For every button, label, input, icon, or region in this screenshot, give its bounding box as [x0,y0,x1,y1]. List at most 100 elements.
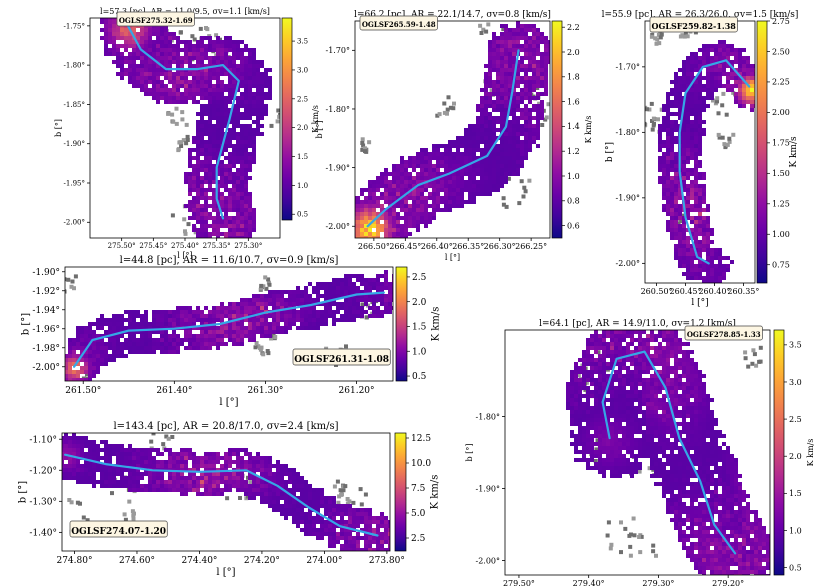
emission-pixel [532,84,536,88]
emission-pixel [380,184,384,188]
emission-pixel [172,84,176,88]
emission-pixel [184,306,188,310]
emission-pixel [452,144,456,148]
emission-pixel [658,156,662,160]
emission-pixel [112,468,116,472]
emission-pixel [192,212,196,216]
emission-pixel [204,148,208,152]
emission-pixel [196,484,200,488]
emission-pixel [682,148,686,152]
emission-pixel [144,350,148,354]
emission-pixel [496,152,500,156]
emission-pixel [276,290,280,294]
emission-pixel [324,286,328,290]
emission-pixel [484,124,488,128]
emission-pixel [228,196,232,200]
emission-pixel [172,338,176,342]
emission-pixel [216,148,220,152]
emission-pixel [172,318,176,322]
emission-pixel [132,342,136,346]
emission-pixel [212,452,216,456]
emission-pixel [112,346,116,350]
emission-pixel [236,140,240,144]
emission-pixel [248,68,252,72]
emission-pixel [738,72,742,76]
emission-pixel [136,80,140,84]
emission-pixel [252,228,256,232]
emission-pixel [508,112,512,116]
emission-pixel [216,334,220,338]
emission-pixel [212,220,216,224]
emission-pixel [244,228,248,232]
emission-pixel [232,44,236,48]
emission-pixel [244,236,248,238]
emission-pixel [100,28,104,32]
emission-pixel [252,484,256,488]
emission-pixel [248,112,252,116]
emission-pixel [504,72,508,76]
emission-pixel [380,172,384,176]
emission-pixel [674,92,678,96]
emission-pixel [320,294,324,298]
emission-pixel [674,80,678,84]
emission-pixel [188,156,192,160]
emission-pixel [216,330,220,334]
emission-pixel [500,148,504,152]
emission-pixel [196,346,200,350]
emission-pixel [714,276,718,280]
emission-pixel [436,192,440,196]
emission-pixel [80,358,84,362]
emission-pixel [148,36,152,40]
emission-pixel [324,298,328,302]
emission-pixel [408,212,412,216]
emission-pixel [524,116,528,120]
emission-pixel [248,322,252,326]
emission-pixel [108,456,112,460]
emission-pixel [536,104,540,108]
filament-spine [366,49,520,228]
emission-pixel [384,298,388,302]
emission-pixel [520,48,524,52]
emission-pixel [400,156,404,160]
emission-pixel [132,350,136,354]
emission-pixel [682,132,686,136]
emission-pixel [260,76,264,80]
emission-pixel [260,492,264,496]
emission-pixel [208,196,212,200]
emission-pixel [72,464,76,468]
emission-pixel [524,124,528,128]
background-pixel [60,284,64,288]
emission-pixel [690,108,694,112]
emission-pixel [412,204,416,208]
emission-pixel [68,444,72,448]
emission-pixel [104,358,108,362]
emission-pixel [204,232,208,236]
emission-pixel [528,76,532,80]
emission-pixel [670,104,674,108]
emission-pixel [376,196,380,200]
emission-pixel [112,480,116,484]
emission-pixel [384,232,388,236]
emission-pixel [276,330,280,334]
emission-pixel [722,272,726,276]
emission-pixel [108,468,112,472]
emission-pixel [156,318,160,322]
emission-pixel [754,80,755,84]
emission-pixel [184,80,188,84]
emission-pixel [702,248,706,252]
emission-pixel [236,192,240,196]
emission-pixel [734,60,738,64]
emission-pixel [224,140,228,144]
background-pixel [489,88,494,93]
emission-pixel [128,460,132,464]
emission-pixel [694,204,698,208]
emission-pixel [212,148,216,152]
emission-pixel [384,172,388,176]
emission-pixel [492,36,496,40]
emission-pixel [156,472,160,476]
emission-pixel [512,136,516,140]
emission-pixel [144,36,148,40]
emission-pixel [384,220,388,224]
emission-pixel [208,488,212,492]
emission-pixel [212,60,216,64]
